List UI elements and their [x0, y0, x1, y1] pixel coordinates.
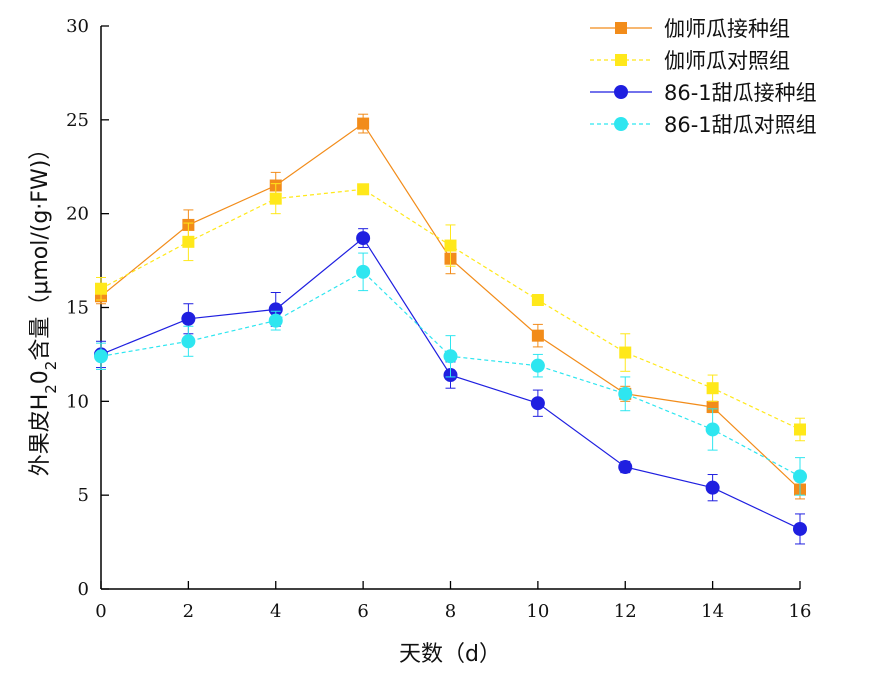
series-layer: [94, 113, 807, 545]
data-point: [618, 386, 633, 401]
y-axis-title-suffix: 含量（μmol/(g·FW)）: [28, 138, 53, 361]
legend-label: 伽师瓜接种组: [664, 17, 790, 41]
x-tick-label: 12: [614, 601, 637, 622]
data-point: [269, 192, 282, 205]
data-point: [95, 282, 107, 295]
x-tick-label: 4: [270, 601, 281, 622]
y-axis-title-prefix: 外果皮H: [28, 394, 53, 477]
series-group: [94, 252, 807, 496]
y-tick-label: 0: [78, 579, 89, 600]
y-axis-title-mid: 0: [28, 370, 53, 384]
series-group: [94, 228, 807, 545]
legend-item: 伽师瓜接种组: [590, 17, 790, 41]
x-axis-title: 天数（d）: [399, 642, 501, 667]
x-tick-label: 8: [445, 601, 456, 622]
data-point: [531, 293, 544, 306]
data-point: [357, 117, 370, 130]
data-point: [705, 480, 720, 495]
data-point: [531, 329, 544, 342]
legend-label: 伽师瓜对照组: [664, 49, 790, 73]
data-point: [619, 346, 632, 359]
data-point: [182, 235, 195, 248]
data-point: [356, 264, 371, 279]
legend-item: 伽师瓜对照组: [590, 49, 790, 73]
data-point: [618, 460, 633, 475]
data-point: [530, 396, 545, 411]
data-point: [181, 334, 196, 349]
data-point: [794, 423, 806, 436]
series-group: [95, 113, 806, 500]
y-tick-label: 5: [78, 485, 89, 506]
y-axis-title-sub2: 2: [42, 361, 60, 371]
y-tick-label: 10: [66, 391, 89, 412]
y-tick-label: 20: [66, 204, 89, 225]
axes: 0 2 4 6 8 10 12 14 16 0 5 10 15 20 25 30: [66, 16, 811, 622]
x-tick-label: 0: [95, 601, 106, 622]
data-point: [268, 302, 283, 317]
legend-marker: [614, 117, 628, 131]
data-point: [181, 311, 196, 326]
data-point: [706, 382, 719, 395]
series-group: [95, 183, 806, 442]
data-point: [356, 231, 371, 246]
y-tick-label: 30: [66, 16, 89, 37]
data-point: [793, 469, 807, 484]
legend-label: 86-1甜瓜对照组: [664, 113, 817, 137]
x-tick-label: 16: [789, 601, 812, 622]
legend-marker: [615, 22, 627, 34]
data-point: [444, 239, 457, 252]
legend-item: 86-1甜瓜对照组: [590, 113, 817, 137]
data-point: [530, 358, 545, 373]
x-tick-label: 10: [526, 601, 549, 622]
y-axis-title: 外果皮H202含量（μmol/(g·FW)）: [28, 138, 60, 477]
x-tick-label: 2: [183, 601, 194, 622]
data-point: [357, 183, 370, 196]
series-line: [100, 122, 801, 490]
data-point: [706, 400, 719, 413]
legend-marker: [614, 85, 628, 99]
data-point: [94, 349, 108, 364]
data-point: [268, 313, 283, 328]
data-point: [793, 521, 807, 536]
x-tick-label: 6: [357, 601, 368, 622]
y-tick-label: 15: [66, 298, 89, 319]
legend-item: 86-1甜瓜接种组: [590, 81, 817, 105]
x-tick-label: 14: [701, 601, 724, 622]
legend-marker: [615, 54, 627, 66]
y-tick-label: 25: [66, 110, 89, 131]
data-point: [705, 422, 720, 437]
data-point: [443, 349, 458, 364]
y-axis-title-sub1: 2: [42, 384, 60, 394]
legend-label: 86-1甜瓜接种组: [664, 81, 817, 105]
